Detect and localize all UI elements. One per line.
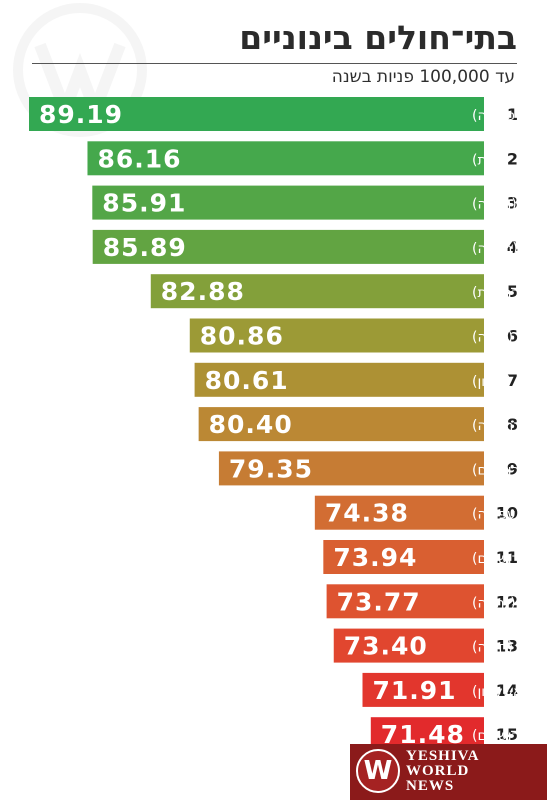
hospital-name: זיו xyxy=(509,149,533,169)
bar-rank-label: 1 xyxy=(507,105,518,124)
bar-rank-label: 9 xyxy=(507,459,518,478)
hospital-city: (חיפה) xyxy=(472,640,513,656)
bar-7 xyxy=(194,362,484,397)
bar-rank-label: 7 xyxy=(507,371,518,390)
hospital-city: (חיפה) xyxy=(472,330,513,346)
bar-hospital-label: בילינסון (פתח־תקווה) xyxy=(472,415,547,435)
bar-value-label: 80.40 xyxy=(209,410,293,439)
hospital-name: כרמל xyxy=(513,327,547,347)
bar-value-label: 79.35 xyxy=(229,454,313,483)
yeshiva-world-news-watermark: W YESHIVA WORLD NEWS xyxy=(350,744,547,800)
bar-value-label: 73.94 xyxy=(333,543,417,572)
bar-rank-label: 10 xyxy=(496,504,518,523)
bar-hospital-label: פוריה (טבריה) xyxy=(472,105,547,125)
bar-13 xyxy=(333,628,484,663)
hospital-city: (צפת) xyxy=(472,152,509,168)
bar-rank-label: 8 xyxy=(507,415,518,434)
bar-hospital-label: הדסה הר הצופים (ירושלים) xyxy=(472,459,547,479)
bar-hospital-label: הדסה עין כרם (ירושלים) xyxy=(472,548,547,568)
bar-value-label: 85.91 xyxy=(102,189,186,218)
bar-6 xyxy=(189,318,485,353)
bar-5 xyxy=(150,274,484,309)
hospital-city: (נתניה) xyxy=(472,595,516,611)
bar-rank-label: 11 xyxy=(496,548,518,567)
hospital-name: קפלן xyxy=(525,282,547,302)
hospital-city: (עפולה) xyxy=(472,507,521,523)
bar-value-label: 82.88 xyxy=(161,277,245,306)
hospital-city: (פתח־תקווה) xyxy=(472,418,547,434)
yeshiva-world-logo-icon: W xyxy=(356,749,400,793)
hospital-city: (חולון) xyxy=(472,374,511,390)
bar-hospital-label: ברזילי (אשקלון) xyxy=(472,681,547,701)
bar-9 xyxy=(218,451,485,486)
hospital-name: שערי צדק xyxy=(528,725,547,745)
hospital-name: ברזילי xyxy=(528,681,547,701)
bar-14 xyxy=(362,672,484,707)
hospital-name: רמב"ם xyxy=(513,637,547,657)
watermark-text: YESHIVA WORLD NEWS xyxy=(406,749,479,794)
bar-hospital-label: גליל מערבי (נהריה) xyxy=(472,238,547,258)
bar-rank-label: 14 xyxy=(496,681,518,700)
watermark-line-1: YESHIVA xyxy=(406,748,480,764)
hospital-city: (רחובות) xyxy=(472,285,525,301)
bar-hospital-label: קפלן (רחובות) xyxy=(472,282,547,302)
bar-rank-label: 2 xyxy=(507,149,518,168)
bar-4 xyxy=(92,229,484,264)
watermark-line-2: WORLD xyxy=(406,763,470,779)
chart-subtitle: עד 100,000 פניות בשנה xyxy=(331,67,515,87)
hospital-city: (נהריה) xyxy=(472,241,518,257)
hospital-city: (טבריה) xyxy=(472,108,520,124)
hospital-name: הדסה עין כרם xyxy=(528,548,547,568)
bar-value-label: 80.61 xyxy=(205,366,289,395)
hospital-name: וולפסון xyxy=(511,371,547,391)
hospital-city: (חדרה) xyxy=(472,197,517,213)
bar-value-label: 85.89 xyxy=(103,233,187,262)
hospital-name: העמק xyxy=(521,504,547,524)
hospital-city: (ירושלים) xyxy=(472,551,528,567)
hospital-city: (ירושלים) xyxy=(472,462,528,478)
bar-value-label: 73.77 xyxy=(337,587,421,616)
bar-hospital-label: הלל יפה (חדרה) xyxy=(472,194,547,214)
hospital-name: גליל מערבי xyxy=(518,238,547,258)
chart-title: בתי־חולים בינוניים xyxy=(239,18,517,57)
bar-hospital-label: העמק (עפולה) xyxy=(472,504,547,524)
bar-hospital-label: לניאדו (נתניה) xyxy=(472,592,547,612)
bar-rank-label: 15 xyxy=(496,725,518,744)
bar-value-label: 86.16 xyxy=(97,144,181,173)
title-divider xyxy=(32,63,517,64)
bar-hospital-label: זיו (צפת) xyxy=(472,149,533,169)
bar-rank-label: 4 xyxy=(507,238,518,257)
bar-value-label: 89.19 xyxy=(39,100,123,129)
bar-11 xyxy=(323,540,484,574)
hospital-name: הלל יפה xyxy=(517,194,547,214)
hospital-name: פוריה xyxy=(520,105,547,125)
bar-hospital-label: שערי צדק (ירושלים) xyxy=(472,725,547,745)
watermark-line-3: NEWS xyxy=(406,778,455,794)
bar-hospital-label: כרמל (חיפה) xyxy=(472,327,547,347)
watermark-logo-icon xyxy=(13,3,147,137)
bar-12 xyxy=(326,584,484,619)
hospital-city: (ירושלים) xyxy=(472,728,528,744)
bar-1 xyxy=(29,97,484,131)
bar-rank-label: 5 xyxy=(507,282,518,301)
bar-value-label: 74.38 xyxy=(325,499,409,528)
bar-value-label: 80.86 xyxy=(200,322,284,351)
bar-hospital-label: רמב"ם (חיפה) xyxy=(472,637,547,657)
bar-rank-label: 13 xyxy=(496,637,518,656)
bar-hospital-label: וולפסון (חולון) xyxy=(472,371,547,391)
hospital-city: (אשקלון) xyxy=(472,684,528,700)
hospital-name: הדסה הר הצופים xyxy=(528,459,547,479)
bar-8 xyxy=(198,407,484,442)
bar-10 xyxy=(314,495,484,530)
bar-rank-label: 3 xyxy=(507,194,518,213)
bar-3 xyxy=(92,185,484,220)
bar-rank-label: 12 xyxy=(496,592,518,611)
bar-value-label: 73.40 xyxy=(344,632,428,661)
bar-2 xyxy=(87,141,484,176)
bar-rank-label: 6 xyxy=(507,327,518,346)
hospital-name: לניאדו xyxy=(516,592,547,612)
bar-value-label: 71.91 xyxy=(373,676,457,705)
